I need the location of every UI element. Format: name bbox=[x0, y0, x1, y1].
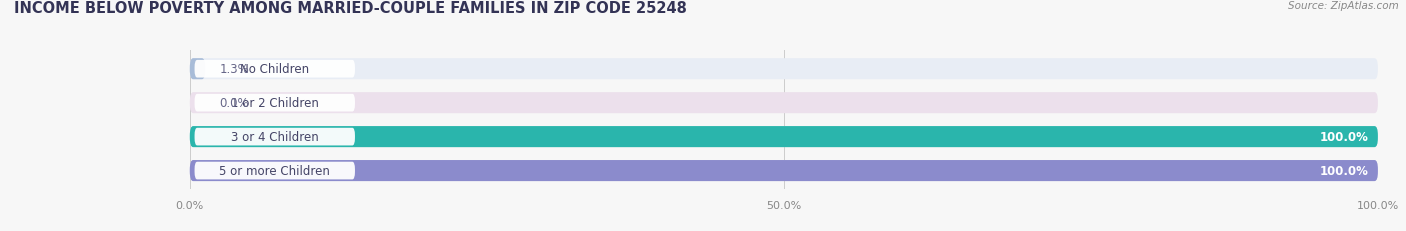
FancyBboxPatch shape bbox=[190, 59, 205, 80]
Text: 100.0%: 100.0% bbox=[1319, 131, 1368, 143]
Text: 5 or more Children: 5 or more Children bbox=[219, 164, 330, 177]
Text: No Children: No Children bbox=[240, 63, 309, 76]
Text: 0.0%: 0.0% bbox=[219, 97, 249, 110]
Text: INCOME BELOW POVERTY AMONG MARRIED-COUPLE FAMILIES IN ZIP CODE 25248: INCOME BELOW POVERTY AMONG MARRIED-COUPL… bbox=[14, 1, 688, 16]
FancyBboxPatch shape bbox=[190, 160, 1378, 181]
FancyBboxPatch shape bbox=[190, 127, 1378, 148]
FancyBboxPatch shape bbox=[194, 94, 354, 112]
FancyBboxPatch shape bbox=[194, 128, 354, 146]
FancyBboxPatch shape bbox=[194, 162, 354, 180]
Text: 3 or 4 Children: 3 or 4 Children bbox=[231, 131, 319, 143]
Text: Source: ZipAtlas.com: Source: ZipAtlas.com bbox=[1288, 1, 1399, 11]
FancyBboxPatch shape bbox=[190, 59, 1378, 80]
Text: 1 or 2 Children: 1 or 2 Children bbox=[231, 97, 319, 110]
FancyBboxPatch shape bbox=[190, 127, 1378, 148]
FancyBboxPatch shape bbox=[194, 61, 354, 78]
Text: 100.0%: 100.0% bbox=[1319, 164, 1368, 177]
FancyBboxPatch shape bbox=[190, 160, 1378, 181]
Text: 1.3%: 1.3% bbox=[219, 63, 249, 76]
FancyBboxPatch shape bbox=[190, 93, 1378, 114]
